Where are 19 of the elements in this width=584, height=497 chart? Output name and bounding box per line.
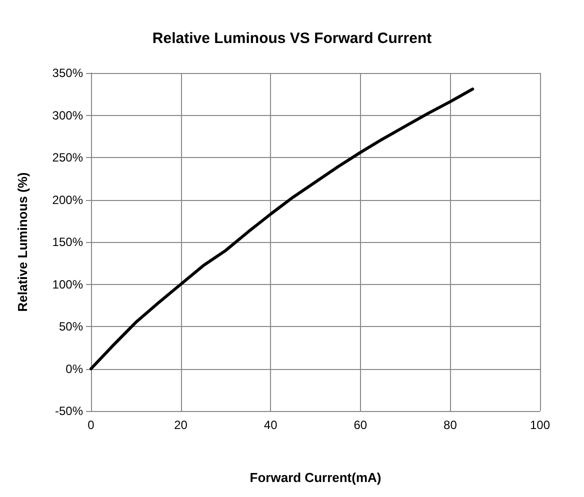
- y-tick-label: 250%: [52, 150, 84, 164]
- y-tick-label: 0%: [66, 362, 84, 376]
- y-tick-label: 50%: [58, 320, 84, 334]
- x-tick-label: 100: [530, 418, 550, 432]
- x-tick-label: 40: [264, 418, 278, 432]
- x-axis-title: Forward Current(mA): [250, 470, 382, 485]
- y-tick-label: -50%: [54, 404, 84, 418]
- y-tick-label: 300%: [52, 108, 84, 122]
- y-tick-label: 350%: [52, 66, 84, 80]
- y-axis-title: Relative Luminous (%): [15, 172, 30, 312]
- x-tick-label: 80: [444, 418, 458, 432]
- chart-title: Relative Luminous VS Forward Current: [152, 30, 432, 47]
- y-tick-label: 200%: [52, 192, 84, 207]
- line-series: [90, 88, 474, 370]
- x-tick-label: 0: [88, 418, 95, 432]
- y-tick-label: 150%: [52, 235, 84, 249]
- x-tick-label: 20: [174, 418, 188, 432]
- y-tick-label: 100%: [52, 277, 84, 292]
- x-tick-label: 60: [354, 418, 368, 432]
